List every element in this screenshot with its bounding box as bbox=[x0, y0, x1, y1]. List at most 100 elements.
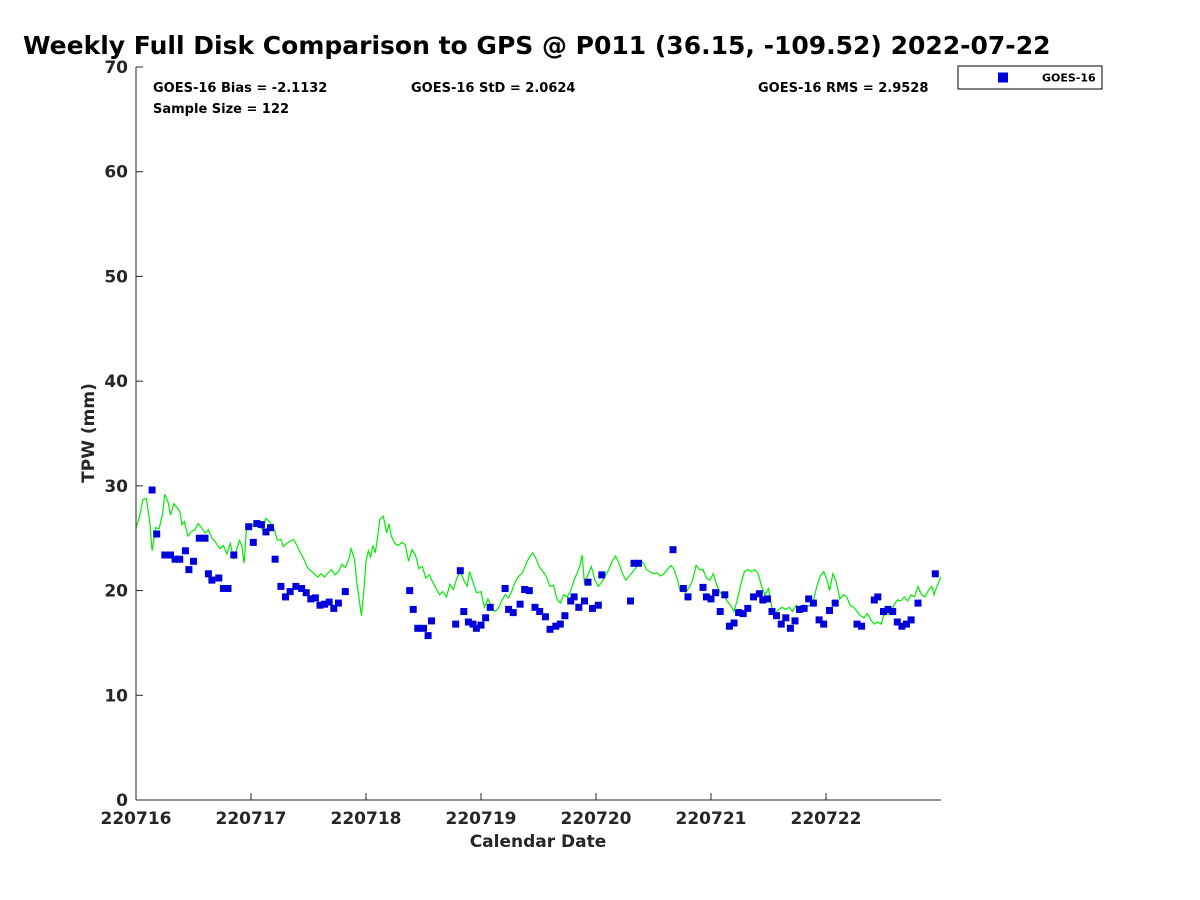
legend-box bbox=[957, 65, 1103, 90]
goes16-point bbox=[195, 534, 203, 542]
goes16-point bbox=[552, 622, 560, 630]
goes16-point bbox=[298, 585, 306, 592]
goes16-point bbox=[598, 571, 606, 579]
goes16-point bbox=[482, 614, 490, 622]
goes16-point bbox=[181, 547, 189, 555]
goes16-point bbox=[880, 608, 887, 615]
goes16-point bbox=[325, 598, 333, 606]
goes16-point bbox=[190, 557, 197, 565]
goes16-point bbox=[176, 555, 184, 563]
goes16-point bbox=[903, 620, 910, 628]
goes16-point bbox=[721, 591, 729, 599]
goes16-point bbox=[316, 601, 324, 609]
x-tick-label: 220722 bbox=[791, 809, 862, 829]
goes16-point bbox=[630, 559, 638, 567]
goes16-point bbox=[282, 593, 289, 601]
goes16-point bbox=[330, 604, 338, 612]
goes16-point bbox=[161, 551, 169, 559]
y-tick-label: 50 bbox=[104, 267, 128, 287]
goes16-point bbox=[884, 605, 892, 613]
x-axis-label: Calendar Date bbox=[470, 832, 607, 852]
goes16-point bbox=[809, 599, 817, 607]
goes16-point bbox=[679, 585, 687, 592]
goes16-point bbox=[786, 624, 794, 632]
goes16-point bbox=[302, 589, 310, 597]
goes16-point bbox=[594, 601, 602, 609]
plot-area: 0 10 20 30 40 50 60 70 220716 220717 220718 220719 2… bbox=[101, 58, 942, 829]
goes16-point bbox=[153, 530, 161, 538]
goes16-point bbox=[414, 624, 422, 632]
goes16-point bbox=[271, 555, 279, 563]
goes16-point bbox=[584, 578, 592, 586]
goes16-point bbox=[277, 582, 285, 590]
x-tick-label: 220717 bbox=[216, 809, 287, 829]
stat-rms: GOES-16 RMS = 2.9528 bbox=[758, 81, 928, 96]
goes16-point bbox=[215, 574, 223, 582]
goes16-point bbox=[536, 608, 544, 615]
goes16-point bbox=[914, 599, 922, 607]
goes16-point bbox=[420, 624, 427, 632]
y-tick-label: 20 bbox=[104, 582, 128, 602]
goes16-point bbox=[334, 599, 342, 607]
y-axis-label: TPW (mm) bbox=[79, 383, 99, 483]
goes16-point bbox=[759, 596, 767, 604]
goes16-point bbox=[712, 589, 720, 597]
goes16-point bbox=[428, 617, 435, 625]
x-tick-label: 220720 bbox=[561, 809, 632, 829]
goes16-point bbox=[800, 604, 808, 612]
goes16-point bbox=[898, 622, 906, 630]
goes16-point bbox=[509, 609, 517, 617]
axes: 0 10 20 30 40 50 60 70 220716 220717 220718 220719 2… bbox=[101, 58, 941, 829]
goes16-point bbox=[702, 593, 710, 601]
goes16-point bbox=[831, 599, 839, 607]
goes16-point bbox=[424, 632, 432, 640]
goes16-point bbox=[521, 586, 529, 593]
goes16-point bbox=[635, 559, 642, 567]
goes16-point bbox=[725, 622, 733, 630]
goes16-point bbox=[739, 610, 747, 618]
goes-series-layer bbox=[148, 486, 939, 640]
goes16-point bbox=[575, 603, 583, 611]
y-tick-label: 40 bbox=[104, 372, 128, 392]
goes16-point bbox=[669, 546, 677, 554]
goes16-point bbox=[525, 587, 533, 595]
goes16-point bbox=[204, 570, 212, 578]
legend-marker-goes16 bbox=[998, 72, 1008, 83]
goes16-point bbox=[561, 612, 569, 620]
goes16-point bbox=[477, 621, 485, 629]
x-tick-label: 220718 bbox=[331, 809, 402, 829]
y-tick-label: 30 bbox=[104, 477, 128, 497]
goes16-point bbox=[735, 609, 743, 617]
goes16-point bbox=[699, 583, 707, 591]
stat-bias: GOES-16 Bias = -2.1132 bbox=[153, 81, 327, 96]
goes16-point bbox=[307, 595, 315, 603]
goes16-point bbox=[581, 597, 588, 605]
goes16-point bbox=[224, 585, 232, 592]
y-tick-label: 0 bbox=[116, 791, 128, 811]
goes16-point bbox=[469, 620, 477, 628]
goes16-point bbox=[464, 618, 472, 626]
x-tick-label: 220721 bbox=[676, 809, 747, 829]
goes16-point bbox=[167, 551, 174, 559]
goes16-point bbox=[245, 523, 253, 531]
x-tick-label: 220716 bbox=[101, 809, 172, 829]
goes16-point bbox=[931, 570, 939, 578]
goes16-point bbox=[730, 619, 738, 627]
goes16-point bbox=[893, 618, 901, 626]
goes16-point bbox=[567, 597, 575, 605]
goes16-point bbox=[853, 620, 861, 628]
goes16-point bbox=[556, 620, 564, 628]
goes16-point bbox=[257, 521, 265, 529]
goes16-point bbox=[292, 582, 300, 590]
chart-title: Weekly Full Disk Comparison to GPS @ P01… bbox=[23, 31, 1050, 60]
goes16-point bbox=[230, 551, 238, 559]
goes16-point bbox=[531, 603, 539, 611]
goes16-point bbox=[889, 608, 897, 615]
goes16-point bbox=[452, 620, 460, 628]
goes16-point bbox=[707, 595, 715, 603]
goes16-point bbox=[820, 620, 828, 628]
goes16-point bbox=[505, 605, 513, 613]
goes16-point bbox=[460, 608, 468, 615]
goes16-point bbox=[907, 616, 915, 624]
